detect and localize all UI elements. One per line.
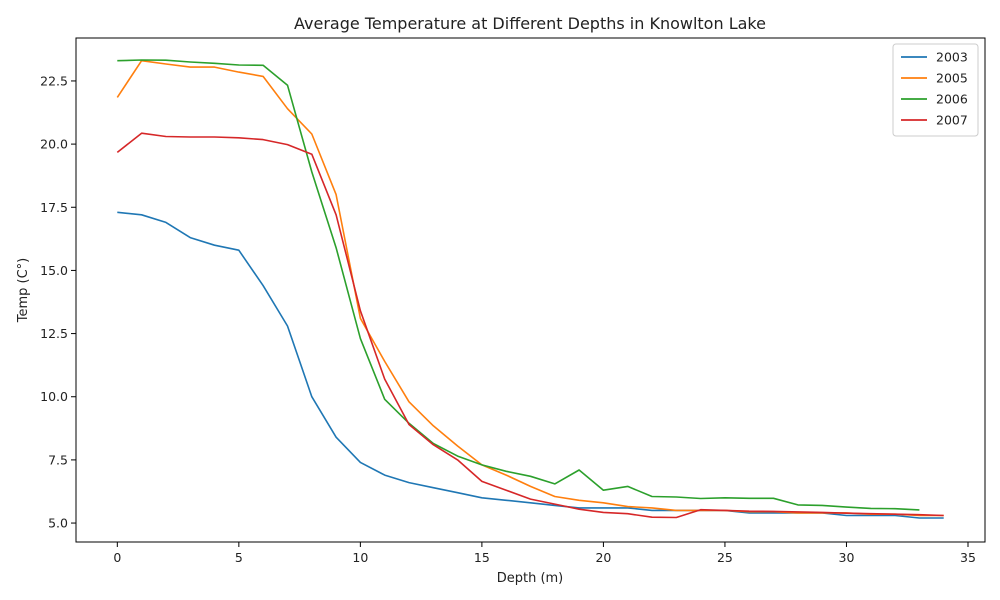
x-tick-label: 30 [839,550,855,565]
y-axis-ticks: 5.0 7.5 10.0 12.5 15.0 17.5 20.0 22.5 [40,73,76,531]
series-line-2007 [116,132,944,519]
x-axis-label: Depth (m) [497,571,564,586]
y-tick-label: 20.0 [40,137,68,152]
x-tick-label: 35 [960,550,976,565]
y-tick-label: 22.5 [40,73,68,88]
x-tick-label: 0 [113,550,121,565]
legend-label: 2007 [936,113,968,128]
x-tick-label: 15 [474,550,490,565]
x-tick-label: 5 [235,550,243,565]
plot-area: 0 5 10 15 20 25 30 35 5.0 7.5 10.0 12.5 15.0 17.5 20.… [40,37,986,565]
plot-frame [75,37,986,543]
legend-label: 2005 [936,71,968,86]
series-line-2003 [117,211,944,519]
legend-label: 2006 [936,92,968,107]
x-axis-ticks: 0 5 10 15 20 25 30 35 [113,542,976,565]
series-line-2005 [116,59,944,517]
series-layer [116,59,944,519]
x-tick-label: 20 [595,550,611,565]
y-tick-label: 15.0 [40,263,68,278]
x-tick-label: 25 [717,550,733,565]
series-line-2006 [117,59,920,511]
y-axis-label: Temp (C°) [16,258,31,324]
y-tick-label: 12.5 [40,326,68,341]
x-tick-label: 10 [352,550,368,565]
chart-title: Average Temperature at Different Depths … [294,14,766,33]
legend-label: 2003 [936,50,968,65]
y-tick-label: 7.5 [48,452,68,467]
y-tick-label: 5.0 [48,516,68,531]
y-tick-label: 10.0 [40,389,68,404]
legend: 2003 2005 2006 2007 [892,43,979,137]
y-tick-label: 17.5 [40,200,68,215]
legend-box [892,43,979,137]
